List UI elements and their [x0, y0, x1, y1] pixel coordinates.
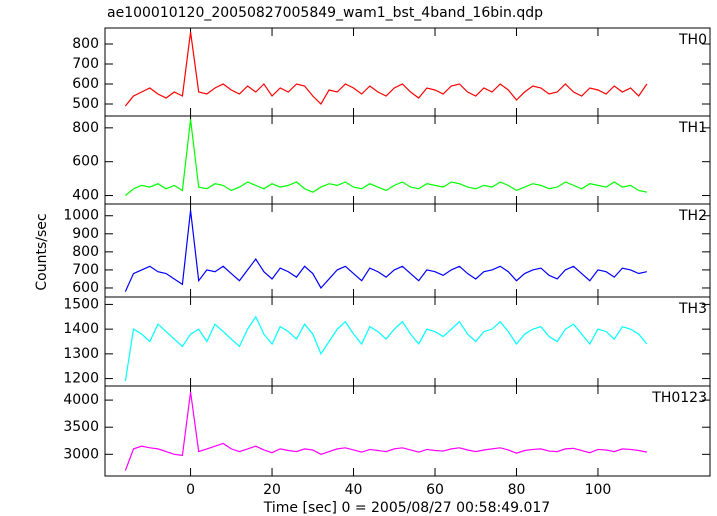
y-tick-label: 3000 — [63, 446, 99, 462]
y-tick-label: 4000 — [63, 392, 99, 408]
y-tick-label: 3500 — [63, 419, 99, 435]
x-tick-label: 100 — [585, 482, 612, 498]
y-tick-label: 500 — [72, 96, 99, 112]
y-tick-label: 700 — [72, 262, 99, 278]
x-tick-label: 60 — [426, 482, 444, 498]
panel-label: TH3 — [678, 301, 707, 317]
y-tick-label: 600 — [72, 154, 99, 170]
y-tick-label: 800 — [72, 120, 99, 136]
y-tick-label: 600 — [72, 76, 99, 92]
panel-label: TH1 — [678, 120, 707, 136]
data-line — [124, 119, 647, 197]
y-tick-label: 1500 — [63, 296, 99, 312]
y-tick-label: 800 — [72, 244, 99, 260]
data-line — [124, 210, 647, 292]
x-axis-label: Time [sec] 0 = 2005/08/27 00:58:49.017 — [263, 500, 550, 516]
y-tick-label: 800 — [72, 36, 99, 52]
y-tick-label: 1200 — [63, 371, 99, 387]
panel-label: TH0123 — [651, 390, 707, 406]
y-axis-label: Counts/sec — [34, 213, 50, 290]
x-tick-label: 40 — [345, 482, 363, 498]
data-line — [124, 31, 648, 107]
x-tick-label: 0 — [186, 482, 195, 498]
x-tick-label: 80 — [508, 482, 526, 498]
y-tick-label: 400 — [72, 188, 99, 204]
y-tick-label: 1000 — [63, 208, 99, 224]
panel-frame — [104, 296, 711, 387]
data-line — [124, 391, 647, 471]
y-tick-label: 1300 — [63, 346, 99, 362]
y-tick-label: 700 — [72, 56, 99, 72]
y-tick-label: 900 — [72, 226, 99, 242]
panel-label: TH0 — [678, 32, 707, 48]
data-line — [124, 315, 648, 382]
chart-title: ae100010120_20050827005849_wam1_bst_4ban… — [107, 5, 543, 21]
panel-frame — [104, 385, 711, 477]
y-tick-label: 600 — [72, 280, 99, 296]
y-tick-label: 1400 — [63, 321, 99, 337]
panel-label: TH2 — [678, 208, 707, 224]
x-tick-label: 20 — [263, 482, 281, 498]
